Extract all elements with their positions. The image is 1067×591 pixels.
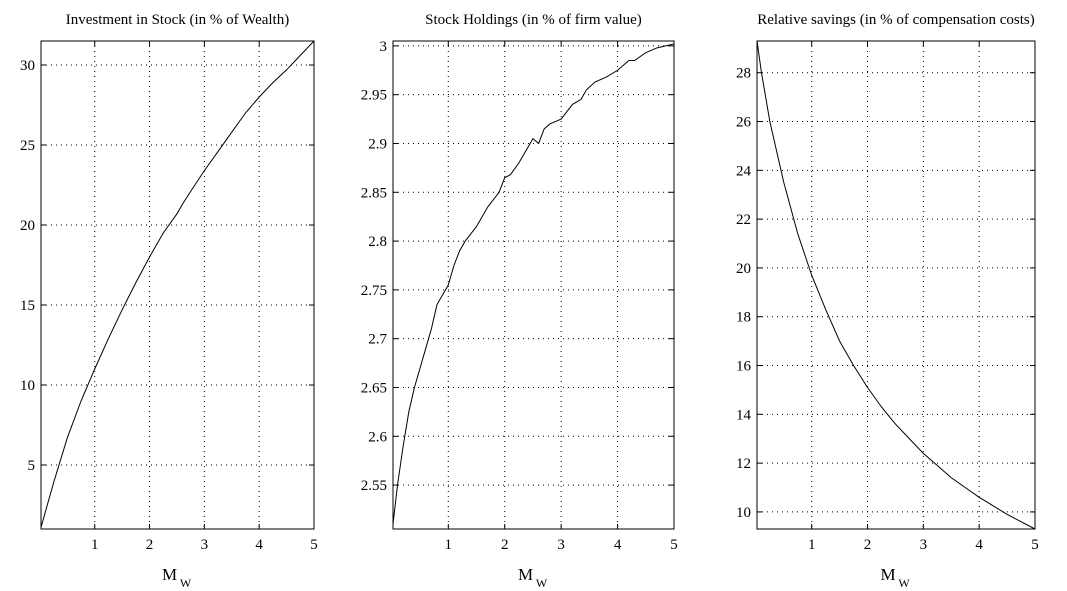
x-tick-label: 1 <box>91 537 99 553</box>
series-line-1 <box>756 40 1036 530</box>
x-tick-label: 3 <box>201 537 209 553</box>
y-tick-label: 15 <box>20 298 35 314</box>
y-tick-label: 26 <box>736 115 752 131</box>
plot-frame <box>756 40 1036 530</box>
y-tick-label: 2.65 <box>361 380 387 396</box>
y-tick-label: 14 <box>736 407 752 423</box>
x-tick-label: 4 <box>255 537 263 553</box>
y-tick-label: 2.8 <box>368 234 387 250</box>
x-axis-label: M <box>880 565 895 584</box>
y-tick-label: 24 <box>736 163 752 179</box>
y-tick-label: 2.75 <box>361 283 387 299</box>
x-tick-label: 5 <box>310 537 318 553</box>
y-tick-label: 12 <box>736 456 751 472</box>
chart-panel-3: Relative savings (in % of compensation c… <box>736 12 1039 590</box>
x-tick-label: 5 <box>670 537 678 553</box>
x-tick-label: 5 <box>1031 537 1039 553</box>
y-tick-label: 5 <box>28 458 36 474</box>
chart-title: Investment in Stock (in % of Wealth) <box>66 12 289 28</box>
y-tick-label: 2.6 <box>368 429 387 445</box>
y-tick-label: 18 <box>736 310 751 326</box>
y-tick-label: 30 <box>20 58 35 74</box>
y-tick-label: 25 <box>20 138 35 154</box>
y-tick-label: 28 <box>736 66 751 82</box>
x-tick-label: 2 <box>864 537 872 553</box>
y-tick-label: 2.95 <box>361 88 387 104</box>
y-tick-label: 10 <box>20 378 35 394</box>
plot-frame <box>40 40 315 530</box>
x-axis-label: M <box>162 565 177 584</box>
y-tick-label: 20 <box>20 218 35 234</box>
x-tick-label: 3 <box>557 537 565 553</box>
y-tick-label: 2.85 <box>361 185 387 201</box>
x-tick-label: 2 <box>501 537 509 553</box>
x-axis-label-subscript: W <box>536 576 548 590</box>
x-axis-label: M <box>518 565 533 584</box>
plot-frame <box>392 40 675 530</box>
y-tick-label: 20 <box>736 261 751 277</box>
x-tick-label: 1 <box>445 537 453 553</box>
x-tick-label: 4 <box>614 537 622 553</box>
chart-panel-1: Investment in Stock (in % of Wealth) 1 2 3 4… <box>20 12 318 590</box>
chart-panel-2: Stock Holdings (in % of firm value) 1 2 3 4 5… <box>361 12 678 590</box>
y-tick-label: 10 <box>736 505 751 521</box>
x-tick-label: 1 <box>808 537 816 553</box>
x-tick-label: 4 <box>975 537 983 553</box>
y-tick-label: 22 <box>736 212 751 228</box>
y-tick-label: 16 <box>736 359 752 375</box>
y-tick-label: 2.7 <box>368 332 387 348</box>
x-axis-label-subscript: W <box>180 576 192 590</box>
chart-title: Relative savings (in % of compensation c… <box>757 12 1034 28</box>
y-tick-label: 2.9 <box>368 136 387 152</box>
series-line-1 <box>392 43 675 525</box>
y-tick-label: 2.55 <box>361 478 387 494</box>
x-axis-label-subscript: W <box>898 576 910 590</box>
chart-title: Stock Holdings (in % of firm value) <box>425 12 642 28</box>
x-tick-label: 2 <box>146 537 154 553</box>
x-tick-label: 3 <box>920 537 928 553</box>
series-line-1 <box>40 40 315 528</box>
y-tick-label: 3 <box>380 39 388 55</box>
